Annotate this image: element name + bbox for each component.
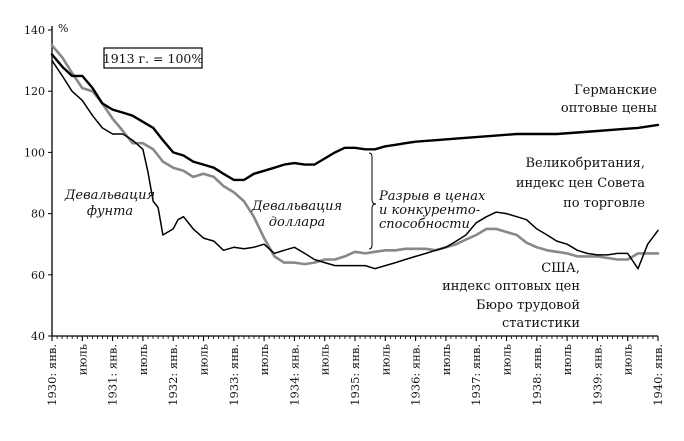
x-tick-label: июль <box>75 344 89 375</box>
pound-devaluation-note: Девальвация фунта <box>64 188 155 219</box>
x-tick-label: 1930: янв. <box>45 344 59 406</box>
y-tick-label: 60 <box>31 269 45 282</box>
x-tick-label: июль <box>621 344 635 375</box>
gap-brace <box>368 152 377 250</box>
x-tick-label: 1934: янв. <box>287 344 301 406</box>
pound-devaluation-line: Девальвация <box>64 188 155 203</box>
dollar-devaluation-line: доллара <box>269 215 325 230</box>
x-tick-label: 1940: янв. <box>651 344 665 406</box>
x-tick-label: 1931: янв. <box>106 344 120 406</box>
usa-label-line: Бюро трудовой <box>476 298 580 313</box>
uk-label-line: по торговле <box>563 196 645 211</box>
germany-label-line: оптовые цены <box>561 101 657 116</box>
x-tick-label: июль <box>136 344 150 375</box>
price-gap-line: Разрыв в ценах <box>378 189 486 204</box>
price-gap-line: способности <box>379 217 470 232</box>
x-tick-label: 1939: янв. <box>590 344 604 406</box>
base-note-box: 1913 г. = 100% <box>103 47 204 69</box>
y-axis: 40 60 80 100 120 140 <box>24 24 53 343</box>
x-tick-label: 1938: янв. <box>530 344 544 406</box>
series-lines <box>50 43 660 270</box>
x-tick-label: 1933: янв. <box>227 344 241 406</box>
price-gap-note: Разрыв в ценах и конкуренто- способности <box>368 152 486 250</box>
x-axis: 1930: янв. июль 1931: янв. июль 1932: янв. ию… <box>45 335 665 406</box>
usa-label-line: статистики <box>502 316 580 331</box>
y-tick-label: 40 <box>31 330 45 343</box>
dollar-devaluation-line: Девальвация <box>251 199 342 214</box>
y-tick-label: 100 <box>24 146 45 159</box>
y-tick-label: 120 <box>24 85 45 98</box>
y-tick-label: 140 <box>24 24 45 37</box>
x-tick-label: июль <box>500 344 514 375</box>
series-line-2 <box>50 43 660 266</box>
usa-label-line: индекс оптовых цен <box>442 279 580 294</box>
series-line-0 <box>50 53 660 182</box>
y-tick-label: 80 <box>31 208 45 221</box>
x-tick-label: 1932: янв. <box>166 344 180 406</box>
x-tick-label: 1937: янв. <box>469 344 483 406</box>
x-tick-label: июль <box>560 344 574 375</box>
x-tick-label: июль <box>197 344 211 375</box>
x-tick-label: июль <box>257 344 271 375</box>
price-gap-line: и конкуренто- <box>379 203 480 218</box>
x-tick-label: июль <box>378 344 392 375</box>
germany-label: Германские оптовые цены <box>561 83 657 116</box>
uk-label-line: Великобритания, <box>525 156 645 171</box>
germany-label-line: Германские <box>574 83 657 98</box>
dollar-devaluation-note: Девальвация доллара <box>251 199 342 230</box>
unit-label: % <box>58 22 68 35</box>
base-note-frame <box>103 47 203 69</box>
base-note-text: 1913 г. = 100% <box>103 51 204 66</box>
series-line-1 <box>51 59 659 270</box>
usa-label-line: США, <box>541 261 580 276</box>
uk-label: Великобритания, индекс цен Совета по тор… <box>516 156 645 211</box>
uk-label-line: индекс цен Совета <box>516 176 645 191</box>
x-tick-label: июль <box>439 344 453 375</box>
x-tick-label: 1935: янв. <box>348 344 362 406</box>
usa-label: США, индекс оптовых цен Бюро трудовой ст… <box>442 261 580 331</box>
pound-devaluation-line: фунта <box>87 204 133 219</box>
x-tick-label: июль <box>318 344 332 375</box>
x-tick-label: 1936: янв. <box>409 344 423 406</box>
